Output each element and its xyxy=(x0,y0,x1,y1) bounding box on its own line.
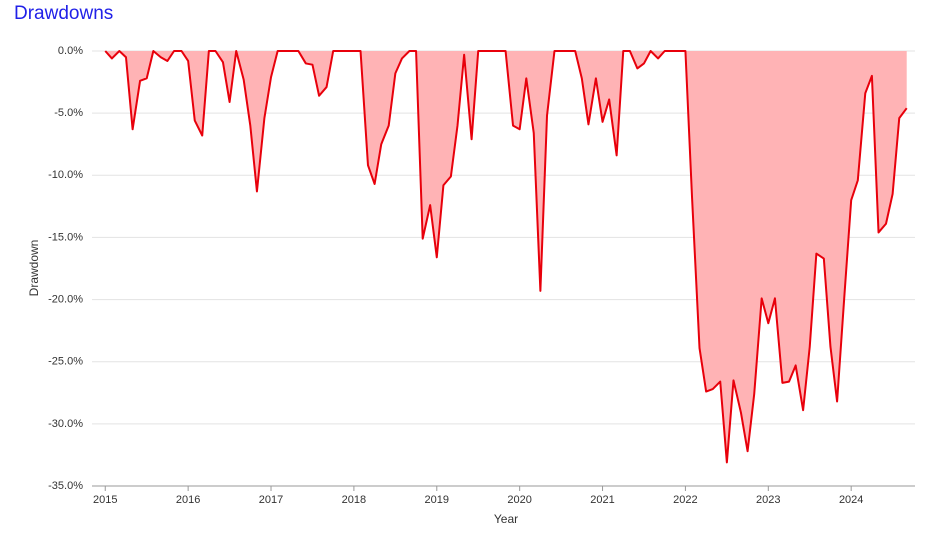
y-tick-label: -5.0% xyxy=(54,107,83,119)
x-tick-label: 2024 xyxy=(839,494,863,506)
area-fill xyxy=(105,51,907,463)
y-tick-label: 0.0% xyxy=(58,45,83,57)
x-tick-label: 2015 xyxy=(93,494,117,506)
x-tick-label: 2023 xyxy=(756,494,780,506)
y-tick-label: -10.0% xyxy=(48,169,83,181)
x-axis-label: Year xyxy=(494,512,518,526)
x-tick-label: 2017 xyxy=(259,494,283,506)
y-tick-label: -25.0% xyxy=(48,356,83,368)
y-tick-label: -35.0% xyxy=(48,480,83,492)
x-tick-label: 2022 xyxy=(673,494,697,506)
x-tick-label: 2020 xyxy=(507,494,531,506)
drawdown-line xyxy=(104,50,908,464)
x-tick-label: 2016 xyxy=(176,494,200,506)
x-tick-label: 2021 xyxy=(590,494,614,506)
y-tick-label: -30.0% xyxy=(48,418,83,430)
y-axis-label: Drawdown xyxy=(27,240,41,297)
x-tick-label: 2019 xyxy=(425,494,449,506)
y-tick-label: -15.0% xyxy=(48,231,83,243)
x-tick-label: 2018 xyxy=(342,494,366,506)
y-tick-label: -20.0% xyxy=(48,293,83,305)
chart-title: Drawdowns xyxy=(14,3,113,24)
